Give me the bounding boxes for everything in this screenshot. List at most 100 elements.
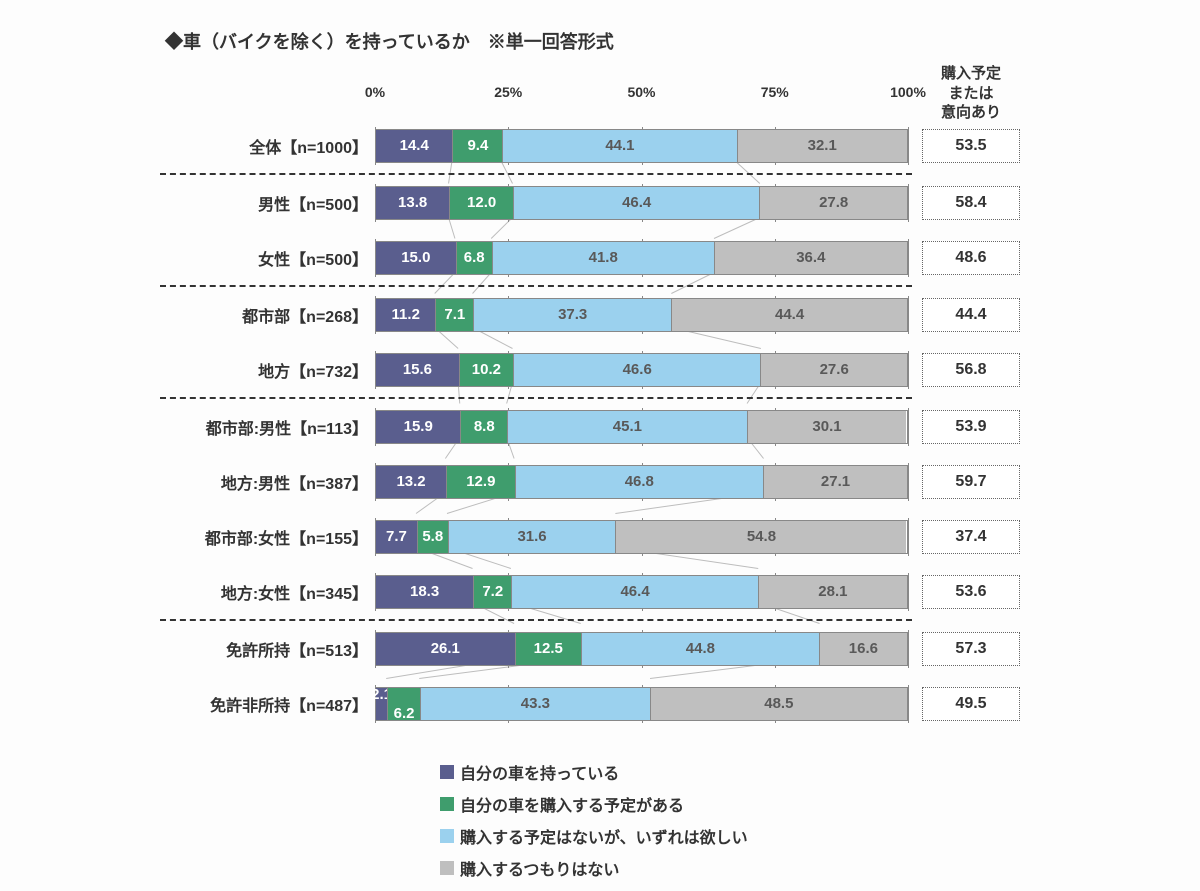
row-label: 免許所持【n=513】	[160, 637, 368, 661]
bar-segment: 13.2	[376, 466, 446, 498]
bar-segment: 37.3	[473, 299, 671, 331]
bar-zone: 2.16.243.348.5	[375, 687, 908, 721]
right-value-box: 53.6	[922, 575, 1020, 609]
legend-label: 購入する予定はないが、いずれは欲しい	[460, 824, 748, 848]
legend-item: 購入するつもりはない	[440, 856, 748, 880]
right-value-box: 48.6	[922, 241, 1020, 275]
segment-value: 41.8	[589, 249, 618, 266]
legend-label: 購入するつもりはない	[460, 856, 619, 880]
segment-value: 13.2	[396, 473, 425, 490]
segment-value: 6.8	[464, 249, 485, 266]
row-label: 免許非所持【n=487】	[160, 692, 368, 716]
segment-value: 9.4	[467, 137, 488, 154]
segment-value: 28.1	[818, 583, 847, 600]
segment-value: 14.4	[400, 137, 429, 154]
row-label: 地方:男性【n=387】	[160, 470, 368, 494]
bar-segment: 26.1	[376, 633, 515, 665]
bar-segment: 28.1	[758, 576, 907, 608]
bar-segment: 46.4	[511, 576, 757, 608]
bar-zone: 26.112.544.816.6	[375, 632, 908, 666]
legend-item: 自分の車を持っている	[440, 760, 748, 784]
bar-segment: 6.2	[387, 688, 420, 720]
legend: 自分の車を持っている自分の車を購入する予定がある購入する予定はないが、いずれは欲…	[440, 760, 748, 888]
bar-segment: 14.4	[376, 130, 452, 162]
bar-segment: 15.0	[376, 242, 456, 274]
chart-rows: 全体【n=1000】14.49.444.132.153.5男性【n=500】13…	[160, 118, 1100, 731]
segment-value: 15.6	[403, 361, 432, 378]
bar-segment: 27.6	[760, 354, 907, 386]
chart-area: 0%25%50%75%100% 購入予定または意向あり 全体【n=1000】14…	[160, 70, 1100, 731]
right-value-box: 49.5	[922, 687, 1020, 721]
segment-value: 6.2	[394, 705, 415, 722]
bar-segment: 6.8	[456, 242, 492, 274]
axis-tick-label: 0%	[365, 84, 385, 100]
data-row: 都市部【n=268】 11.2 7.1 37.3 44.4 44.4	[160, 287, 1100, 342]
segment-value: 18.3	[410, 583, 439, 600]
bar-segment: 7.1	[435, 299, 473, 331]
bar-segment: 12.5	[515, 633, 581, 665]
bar-segment: 54.8	[615, 521, 906, 553]
segment-value: 13.8	[398, 194, 427, 211]
segment-value: 26.1	[431, 640, 460, 657]
bar-segment: 44.1	[502, 130, 736, 162]
legend-swatch	[440, 861, 454, 875]
bar-segment: 44.4	[671, 299, 907, 331]
bar-segment: 5.8	[417, 521, 448, 553]
segment-value: 5.8	[422, 528, 443, 545]
segment-value: 7.1	[444, 306, 465, 323]
bar-segment: 43.3	[420, 688, 650, 720]
right-value-box: 44.4	[922, 298, 1020, 332]
segment-value: 45.1	[613, 418, 642, 435]
legend-swatch	[440, 765, 454, 779]
bar-segment: 45.1	[507, 411, 746, 443]
bar-zone: 13.2 12.9 46.8 27.1	[375, 465, 908, 499]
segment-value: 54.8	[747, 528, 776, 545]
bar-zone: 14.49.444.132.1	[375, 129, 908, 163]
right-value-box: 57.3	[922, 632, 1020, 666]
bar-segment: 10.2	[459, 354, 513, 386]
segment-value: 44.1	[605, 137, 634, 154]
segment-value: 12.9	[466, 473, 495, 490]
row-label: 全体【n=1000】	[160, 134, 368, 158]
axis-tick-label: 75%	[761, 84, 789, 100]
segment-value: 11.2	[392, 306, 420, 323]
bar-segment: 16.6	[819, 633, 907, 665]
bar-zone: 11.2 7.1 37.3 44.4	[375, 298, 908, 332]
data-row: 都市部:男性【n=113】15.98.845.130.153.9	[160, 399, 1100, 454]
segment-value: 44.4	[775, 306, 804, 323]
segment-value: 15.9	[404, 418, 433, 435]
segment-value: 37.3	[558, 306, 587, 323]
row-label: 地方【n=732】	[160, 358, 368, 382]
right-value-box: 53.9	[922, 410, 1020, 444]
row-label: 地方:女性【n=345】	[160, 580, 368, 604]
segment-value: 27.1	[821, 473, 850, 490]
segment-value: 46.4	[620, 583, 649, 600]
x-axis: 0%25%50%75%100% 購入予定または意向あり	[160, 70, 1100, 118]
axis-tick-label: 50%	[627, 84, 655, 100]
segment-value: 48.5	[764, 695, 793, 712]
data-row: 地方:女性【n=345】 18.3 7.2 46.4 28.1 53.6	[160, 564, 1100, 619]
bar-segment: 7.2	[473, 576, 511, 608]
segment-value: 7.2	[482, 583, 503, 600]
bar-segment: 31.6	[448, 521, 616, 553]
right-value-box: 53.5	[922, 129, 1020, 163]
row-label: 男性【n=500】	[160, 191, 368, 215]
row-label: 都市部:女性【n=155】	[160, 525, 368, 549]
bar-zone: 15.06.841.836.4	[375, 241, 908, 275]
bar-segment: 7.7	[376, 521, 417, 553]
axis-tick-label: 25%	[494, 84, 522, 100]
row-label: 女性【n=500】	[160, 246, 368, 270]
bar-segment: 13.8	[376, 187, 449, 219]
bar-zone: 18.3 7.2 46.4 28.1	[375, 575, 908, 609]
bar-segment: 9.4	[452, 130, 502, 162]
segment-value: 43.3	[521, 695, 550, 712]
row-label: 都市部【n=268】	[160, 303, 368, 327]
right-value-box: 58.4	[922, 186, 1020, 220]
legend-swatch	[440, 829, 454, 843]
segment-value: 30.1	[812, 418, 841, 435]
row-label: 都市部:男性【n=113】	[160, 415, 368, 439]
segment-value: 46.4	[622, 194, 651, 211]
chart-title: ◆車（バイクを除く）を持っているか ※単一回答形式	[165, 28, 614, 54]
bar-segment: 46.8	[515, 466, 764, 498]
right-value-box: 59.7	[922, 465, 1020, 499]
